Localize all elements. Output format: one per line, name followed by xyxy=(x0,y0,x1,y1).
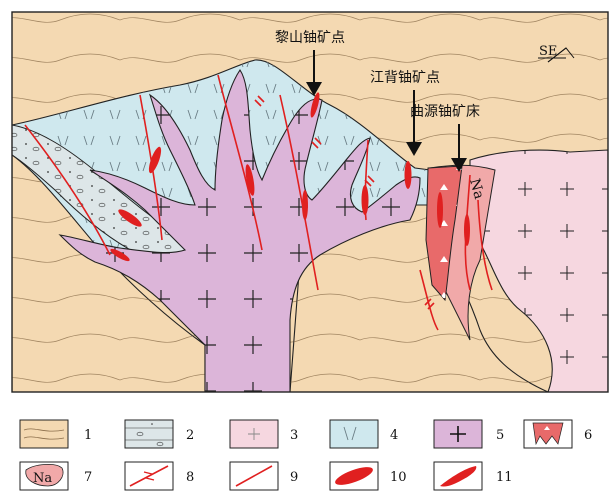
legend: 1 2 3 4 5 6 xyxy=(19,419,592,491)
legend-item-8: 8 xyxy=(124,461,194,491)
dip-symbol-icon xyxy=(547,47,567,63)
legend-num: 1 xyxy=(84,428,92,443)
orebody xyxy=(148,146,162,174)
orebody xyxy=(437,192,443,228)
legend-num: 11 xyxy=(496,470,513,485)
legend-num: 10 xyxy=(390,470,407,485)
orientation-label: SE xyxy=(539,44,557,59)
legend-num: 2 xyxy=(186,428,194,443)
deposit-label-jiangbei: 江背铀矿点 xyxy=(370,70,440,86)
deposit-label-lishan: 黎山铀矿点 xyxy=(275,30,345,46)
arrow-down-icon xyxy=(406,142,422,156)
orebody xyxy=(464,214,470,246)
arrow-down-icon xyxy=(306,82,322,96)
orientation-marker: SE xyxy=(538,44,575,63)
legend-num: 9 xyxy=(290,470,298,485)
legend-item-9: 9 xyxy=(229,461,298,491)
arrow-down-icon xyxy=(451,158,467,172)
legend-num: 5 xyxy=(496,428,504,443)
orebody xyxy=(245,164,255,196)
legend-num: 6 xyxy=(584,428,592,443)
orebody xyxy=(302,190,308,220)
orebody xyxy=(118,209,142,227)
legend-num: 7 xyxy=(84,470,92,485)
deposit-callouts: 黎山铀矿点 江背铀矿点 曲源铀矿床 xyxy=(275,30,480,172)
legend-item-5: 5 xyxy=(433,419,504,449)
orebody xyxy=(310,92,320,118)
orebodies xyxy=(110,92,470,262)
legend-num: 8 xyxy=(186,470,194,485)
section-frame xyxy=(11,11,609,393)
fault-with-arrows xyxy=(254,95,439,331)
orebody xyxy=(404,161,412,189)
orebody-icon xyxy=(335,467,373,485)
legend-item-7: Na 7 xyxy=(19,461,92,491)
legend-na-text: Na xyxy=(33,471,52,486)
legend-item-11: 11 xyxy=(433,461,513,491)
section-body: Na xyxy=(12,12,608,392)
legend-item-10: 10 xyxy=(329,461,407,491)
legend-num: 3 xyxy=(290,428,298,443)
legend-item-1: 1 xyxy=(19,419,92,449)
legend-item-3: 3 xyxy=(229,419,298,449)
orebody xyxy=(110,248,130,262)
na-zone-label: Na xyxy=(466,177,487,201)
orebody-icon xyxy=(440,466,477,487)
legend-item-4: 4 xyxy=(329,419,398,449)
legend-item-6: 6 xyxy=(523,419,592,449)
orebody xyxy=(361,185,369,215)
legend-item-2: 2 xyxy=(124,419,194,449)
deposit-label-quyuan: 曲源铀矿床 xyxy=(410,104,480,120)
legend-num: 4 xyxy=(390,428,398,443)
